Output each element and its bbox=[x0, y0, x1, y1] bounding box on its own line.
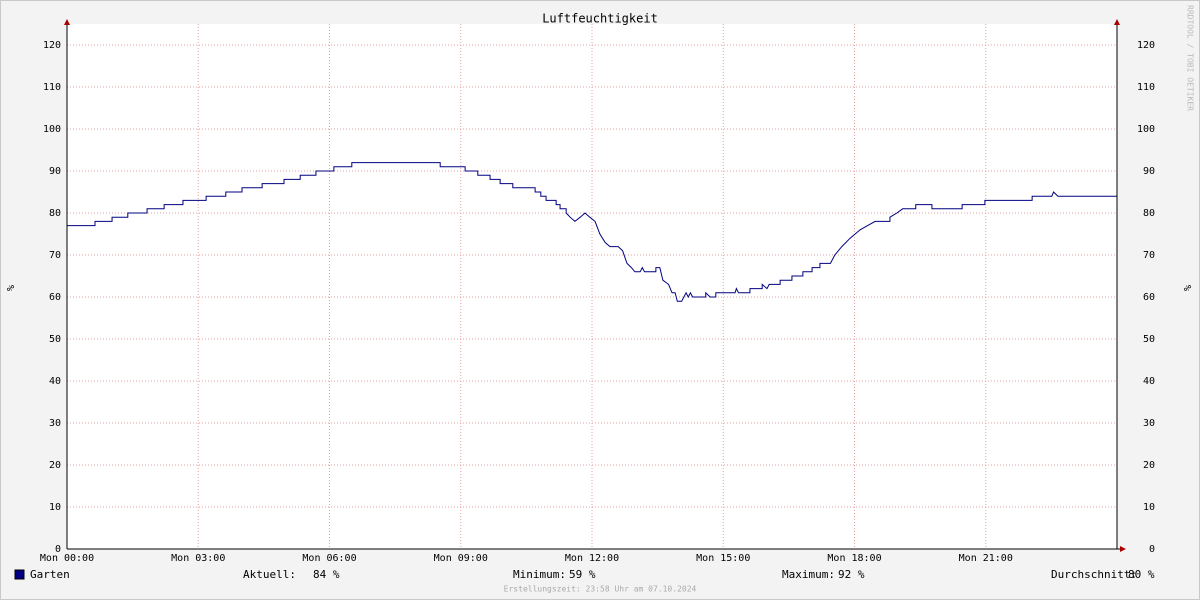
axis-arrow bbox=[64, 19, 70, 25]
x-tick-label: Mon 21:00 bbox=[959, 553, 1013, 564]
axis-arrow bbox=[1120, 546, 1126, 552]
y-tick-label: 60 bbox=[49, 292, 61, 303]
stat-label: Minimum: bbox=[513, 568, 566, 581]
x-tick-label: Mon 18:00 bbox=[827, 553, 881, 564]
stat-value: 80 % bbox=[1128, 568, 1155, 581]
y-axis-label: % bbox=[4, 285, 15, 291]
x-tick-label: Mon 06:00 bbox=[302, 553, 356, 564]
watermark: RRDTOOL / TOBI OETIKER bbox=[1186, 5, 1195, 111]
chart-title: Luftfeuchtigkeit bbox=[542, 12, 658, 26]
axis-arrow bbox=[1114, 19, 1120, 25]
y-tick-label-right: 70 bbox=[1143, 250, 1155, 261]
legend-label: Garten bbox=[30, 568, 70, 581]
y-tick-label: 20 bbox=[49, 460, 61, 471]
grid bbox=[66, 24, 1117, 550]
y-tick-label: 100 bbox=[43, 124, 61, 135]
stat-value: 92 % bbox=[838, 568, 865, 581]
y-tick-label-right: 40 bbox=[1143, 376, 1155, 387]
y-tick-label-right: 10 bbox=[1143, 502, 1155, 513]
stat-value: 59 % bbox=[569, 568, 596, 581]
y-tick-label: 40 bbox=[49, 376, 61, 387]
stat-label: Maximum: bbox=[782, 568, 835, 581]
y-tick-label: 70 bbox=[49, 250, 61, 261]
y-tick-label-right: 50 bbox=[1143, 334, 1155, 345]
y-tick-label-right: 0 bbox=[1149, 544, 1155, 555]
y-tick-label-right: 60 bbox=[1143, 292, 1155, 303]
y-tick-label: 0 bbox=[55, 544, 61, 555]
y-tick-label-right: 80 bbox=[1143, 208, 1155, 219]
stat-value: 84 % bbox=[313, 568, 340, 581]
stat-label: Aktuell: bbox=[243, 568, 296, 581]
y-tick-label-right: 30 bbox=[1143, 418, 1155, 429]
y-tick-label: 110 bbox=[43, 82, 61, 93]
x-tick-label: Mon 00:00 bbox=[40, 553, 94, 564]
y-tick-label: 50 bbox=[49, 334, 61, 345]
x-tick-label: Mon 03:00 bbox=[171, 553, 225, 564]
stat-label: Durchschnitt: bbox=[1051, 568, 1137, 581]
y-tick-label: 80 bbox=[49, 208, 61, 219]
y-tick-label-right: 110 bbox=[1137, 82, 1155, 93]
line-series bbox=[67, 162, 1117, 302]
footer: Erstellungszeit: 23:58 Uhr am 07.10.2024 bbox=[504, 585, 697, 594]
y-tick-label: 120 bbox=[43, 40, 61, 51]
x-tick-label: Mon 09:00 bbox=[434, 553, 488, 564]
y-tick-label-right: 100 bbox=[1137, 124, 1155, 135]
x-tick-label: Mon 15:00 bbox=[696, 553, 750, 564]
y-tick-label-right: 120 bbox=[1137, 40, 1155, 51]
x-tick-label: Mon 12:00 bbox=[565, 553, 619, 564]
y-tick-label: 90 bbox=[49, 166, 61, 177]
y-axis-label-right: % bbox=[1181, 285, 1192, 291]
y-tick-label-right: 20 bbox=[1143, 460, 1155, 471]
y-tick-label-right: 90 bbox=[1143, 166, 1155, 177]
y-tick-label: 30 bbox=[49, 418, 61, 429]
legend-swatch bbox=[14, 569, 25, 580]
data-layer bbox=[67, 162, 1117, 302]
y-tick-label: 10 bbox=[49, 502, 61, 513]
